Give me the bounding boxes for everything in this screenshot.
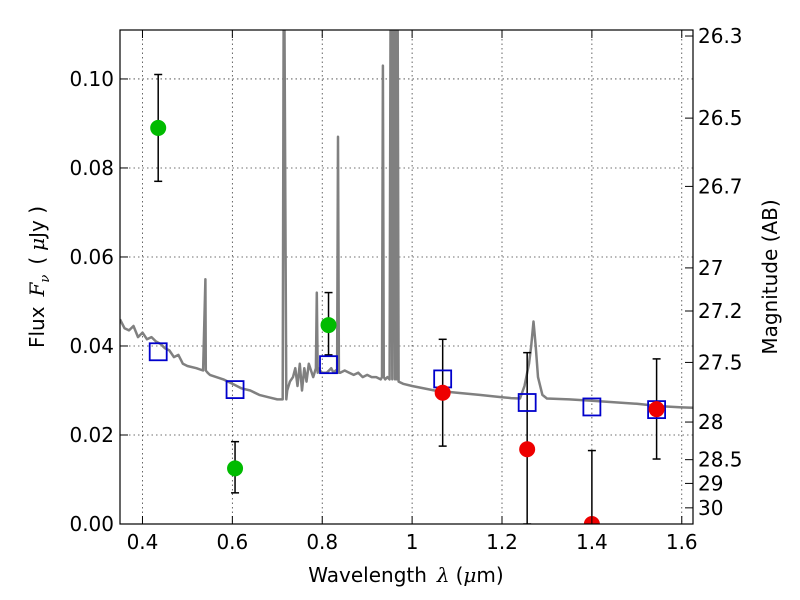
nir-data-point	[434, 384, 451, 401]
x-tick-label: 0.6	[216, 530, 248, 554]
optical-data-point	[320, 317, 337, 334]
right-tick-label: 27	[698, 256, 723, 280]
y-tick-label: 0.00	[69, 512, 114, 536]
y-tick-label: 0.10	[69, 67, 114, 91]
axis-ticks: 0.4 0.6 0.8 1 1.2 1.4 1.6 0.00 0.02 0.04 0.06 0.08 0…	[69, 24, 742, 554]
right-tick-label: 26.5	[698, 106, 743, 130]
model-photometry-square	[647, 400, 666, 420]
right-tick-label: 27.5	[698, 350, 743, 374]
nir-data-point	[648, 401, 665, 418]
nir-data-point	[519, 441, 536, 458]
right-tick-label: 28.5	[698, 448, 743, 472]
model-photometry-square	[319, 355, 338, 375]
optical-data-point	[150, 119, 167, 136]
x-tick-label: 1.4	[576, 530, 608, 554]
right-tick-label: 30	[698, 496, 723, 520]
x-tick-label: 1	[406, 530, 419, 554]
data-markers	[148, 119, 666, 524]
y-tick-label: 0.04	[69, 334, 114, 358]
plot-frame	[119, 29, 694, 525]
x-tick-label: 1.6	[666, 530, 698, 554]
y-tick-label: 0.08	[69, 156, 114, 180]
model-photometry-square	[225, 380, 245, 399]
optical-data-point	[227, 460, 244, 477]
y-tick-label: 0.06	[69, 245, 114, 269]
x-tick-label: 0.8	[306, 530, 338, 554]
right-tick-label: 27.2	[698, 299, 743, 323]
model-photometry-square	[582, 397, 602, 417]
x-tick-label: 1.2	[486, 530, 518, 554]
x-axis-label: Wavelength λ (μm)	[308, 563, 503, 587]
right-axis-label: Magnitude (AB)	[758, 199, 782, 354]
x-tick-label: 0.4	[127, 530, 159, 554]
model-photometry-square	[148, 342, 168, 362]
y-axis-label: FluxFν(μJy )	[25, 206, 53, 348]
right-tick-label: 26.3	[698, 24, 743, 48]
y-tick-label: 0.02	[69, 423, 114, 447]
model-photometry-square	[517, 393, 537, 412]
right-tick-label: 29	[698, 471, 723, 495]
model-spectrum-line	[120, 30, 693, 410]
grid	[120, 30, 693, 525]
right-tick-label: 28	[698, 410, 723, 434]
right-tick-label: 26.7	[698, 174, 743, 198]
error-bars	[154, 73, 661, 524]
model-spectrum-layer	[120, 30, 693, 410]
